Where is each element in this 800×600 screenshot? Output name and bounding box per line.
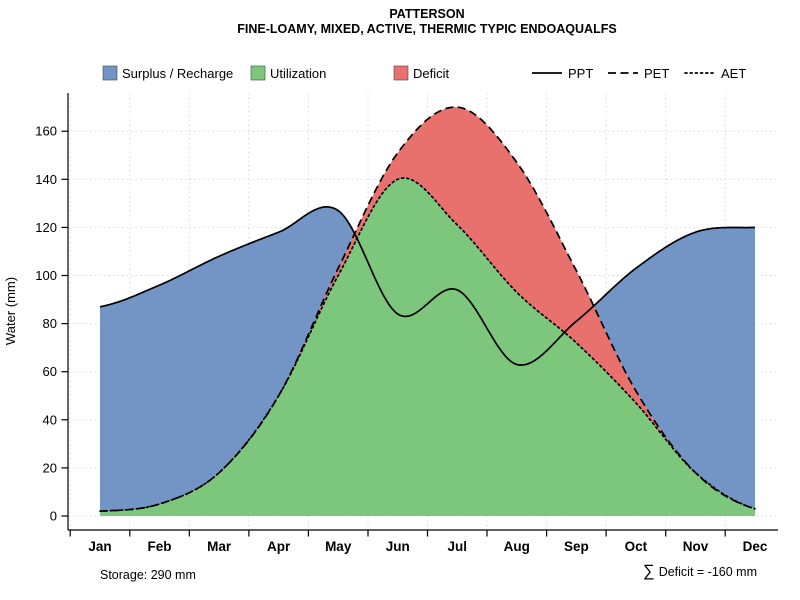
y-axis-title: Water (mm) — [3, 277, 18, 345]
plot-area: 0 20 40 60 80 100 120 140 160 Jan Feb Mar Apr May Jun J… — [35, 93, 778, 554]
x-tick-label: Jul — [448, 539, 468, 554]
legend-swatch-surplus — [102, 65, 118, 81]
chart-title: PATTERSON — [389, 7, 464, 21]
y-tick-label: 140 — [35, 172, 57, 187]
deficit-area — [100, 107, 755, 512]
deficit-text: Deficit = -160 mm — [659, 565, 757, 579]
y-tick-label: 160 — [35, 124, 57, 139]
x-tick-label: Aug — [504, 539, 530, 554]
legend-label-deficit: Deficit — [413, 66, 450, 81]
x-tick-label: May — [325, 539, 352, 554]
legend-swatch-utilization — [250, 65, 266, 81]
x-tick-label: Mar — [207, 539, 232, 554]
y-tick-label: 40 — [43, 412, 57, 427]
x-tick-label: Sep — [564, 539, 589, 554]
y-tick-label: 60 — [43, 364, 57, 379]
legend: Surplus / Recharge Utilization Deficit P… — [102, 65, 746, 81]
x-tick-label: Oct — [625, 539, 648, 554]
chart-subtitle: FINE-LOAMY, MIXED, ACTIVE, THERMIC TYPIC… — [237, 22, 616, 36]
y-tick-label: 0 — [50, 509, 57, 524]
x-tick-label: Feb — [147, 539, 171, 554]
utilization-area — [100, 178, 755, 516]
x-tick-label: Jan — [88, 539, 111, 554]
x-tick-label: Apr — [267, 539, 291, 554]
y-tick-label: 120 — [35, 220, 57, 235]
x-tick-label: Dec — [743, 539, 768, 554]
storage-annotation: Storage: 290 mm — [100, 568, 196, 582]
y-tick-label: 100 — [35, 268, 57, 283]
y-tick-label: 20 — [43, 460, 57, 475]
legend-swatch-deficit — [393, 65, 409, 81]
legend-label-aet: AET — [721, 66, 746, 81]
legend-label-surplus: Surplus / Recharge — [122, 66, 233, 81]
sigma-symbol: ∑ — [643, 562, 655, 580]
ppt-line — [99, 205, 756, 366]
legend-label-ppt: PPT — [568, 66, 593, 81]
x-tick-label: Nov — [683, 539, 709, 554]
legend-label-pet: PET — [644, 66, 669, 81]
pet-line — [99, 106, 756, 513]
legend-label-utilization: Utilization — [270, 66, 326, 81]
deficit-annotation: ∑ Deficit = -160 mm — [643, 562, 757, 580]
x-tick-label: Jun — [386, 539, 410, 554]
y-tick-label: 80 — [43, 316, 57, 331]
surplus-area — [100, 206, 755, 512]
